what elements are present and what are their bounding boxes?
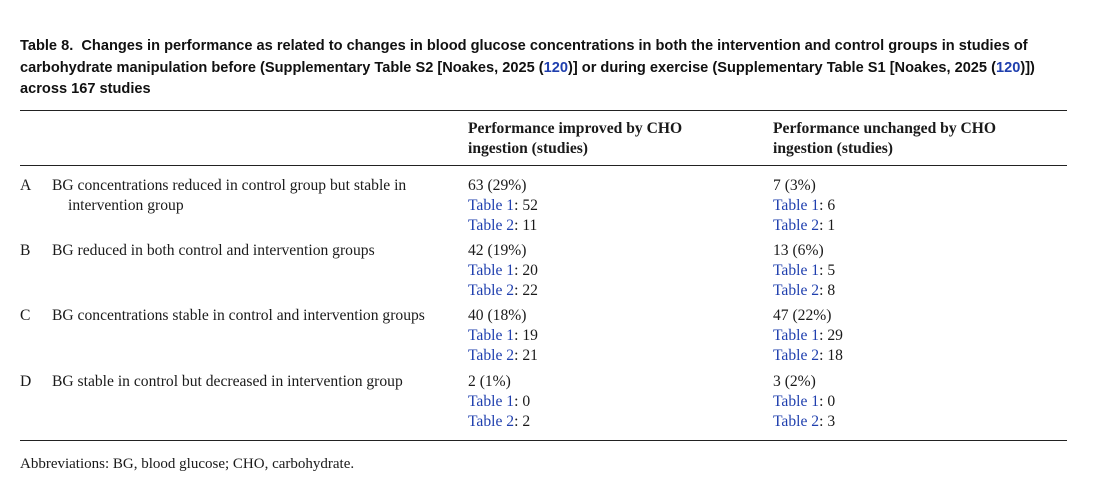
table-bottom-rule bbox=[20, 440, 1067, 441]
table-1-link[interactable]: Table 1 bbox=[773, 327, 820, 344]
row-label-a-line1: BG concentrations reduced in control gro… bbox=[52, 177, 407, 194]
table-top-rule bbox=[20, 110, 1067, 111]
cell-value: : 0 bbox=[819, 393, 836, 410]
cell-d-improved: 2 (1%) Table 1: 0 Table 2: 2 bbox=[468, 372, 530, 432]
table-1-link[interactable]: Table 1 bbox=[468, 262, 515, 279]
cell-b-improved: 42 (19%) Table 1: 20 Table 2: 22 bbox=[468, 241, 538, 301]
reference-link-120-second[interactable]: 120 bbox=[995, 59, 1021, 76]
caption-text-before: Changes in performance as related to cha… bbox=[20, 38, 1028, 76]
row-label-b-line1: BG reduced in both control and intervent… bbox=[52, 242, 375, 259]
row-label-a-line2: intervention group bbox=[68, 197, 184, 214]
header-performance-unchanged: Performance unchanged by CHO ingestion (… bbox=[773, 119, 996, 159]
cell-total: 42 (19%) bbox=[468, 242, 527, 259]
header-unchanged-line2: ingestion (studies) bbox=[773, 140, 893, 157]
header-unchanged-line1: Performance unchanged by CHO bbox=[773, 120, 997, 137]
cell-value: : 22 bbox=[514, 282, 538, 299]
table-caption: Table 8. Changes in performance as relat… bbox=[20, 36, 1080, 101]
table-footnote: Abbreviations: BG, blood glucose; CHO, c… bbox=[20, 456, 355, 472]
cell-total: 3 (2%) bbox=[773, 373, 816, 390]
row-letter-a: A bbox=[20, 177, 32, 194]
row-label-a: BG concentrations reduced in control gro… bbox=[52, 176, 447, 216]
cell-total: 7 (3%) bbox=[773, 177, 816, 194]
table-header-rule bbox=[20, 165, 1067, 166]
cell-value: : 5 bbox=[819, 262, 836, 279]
cell-value: : 3 bbox=[819, 413, 836, 430]
table-1-link[interactable]: Table 1 bbox=[773, 393, 820, 410]
cell-total: 13 (6%) bbox=[773, 242, 824, 259]
table-1-link[interactable]: Table 1 bbox=[773, 197, 820, 214]
cell-value: : 20 bbox=[514, 262, 538, 279]
table-1-link[interactable]: Table 1 bbox=[468, 393, 515, 410]
reference-link-120[interactable]: 120 bbox=[543, 59, 568, 76]
cell-value: : 18 bbox=[819, 347, 843, 364]
table-2-link[interactable]: Table 2 bbox=[773, 282, 820, 299]
cell-c-unchanged: 47 (22%) Table 1: 29 Table 2: 18 bbox=[773, 306, 843, 366]
table-2-link[interactable]: Table 2 bbox=[468, 282, 515, 299]
cell-value: : 2 bbox=[514, 413, 531, 430]
cell-value: : 19 bbox=[514, 327, 538, 344]
row-letter-d: D bbox=[20, 373, 32, 390]
header-improved-line2: ingestion (studies) bbox=[468, 140, 588, 157]
table-2-link[interactable]: Table 2 bbox=[773, 413, 820, 430]
cell-value: : 29 bbox=[819, 327, 843, 344]
cell-total: 2 (1%) bbox=[468, 373, 511, 390]
row-letter-c: C bbox=[20, 307, 31, 324]
table-2-link[interactable]: Table 2 bbox=[773, 347, 820, 364]
table-2-link[interactable]: Table 2 bbox=[468, 347, 515, 364]
caption-label: Table 8. bbox=[20, 38, 74, 54]
cell-value: : 11 bbox=[514, 217, 538, 234]
table-2-link[interactable]: Table 2 bbox=[468, 413, 515, 430]
cell-value: : 21 bbox=[514, 347, 538, 364]
cell-d-unchanged: 3 (2%) Table 1: 0 Table 2: 3 bbox=[773, 372, 835, 432]
row-label-c: BG concentrations stable in control and … bbox=[52, 306, 447, 326]
header-performance-improved: Performance improved by CHO ingestion (s… bbox=[468, 119, 682, 159]
table-2-link[interactable]: Table 2 bbox=[468, 217, 515, 234]
cell-c-improved: 40 (18%) Table 1: 19 Table 2: 21 bbox=[468, 306, 538, 366]
table-1-link[interactable]: Table 1 bbox=[468, 197, 515, 214]
caption-text-middle: )] or during exercise (Supplementary Tab… bbox=[568, 59, 996, 76]
cell-a-unchanged: 7 (3%) Table 1: 6 Table 2: 1 bbox=[773, 176, 835, 236]
table-1-link[interactable]: Table 1 bbox=[773, 262, 820, 279]
cell-value: : 8 bbox=[819, 282, 836, 299]
table-1-link[interactable]: Table 1 bbox=[468, 327, 515, 344]
row-label-d: BG stable in control but decreased in in… bbox=[52, 372, 447, 392]
cell-total: 47 (22%) bbox=[773, 307, 832, 324]
cell-total: 63 (29%) bbox=[468, 177, 527, 194]
cell-value: : 52 bbox=[514, 197, 538, 214]
cell-a-improved: 63 (29%) Table 1: 52 Table 2: 11 bbox=[468, 176, 538, 236]
row-label-b: BG reduced in both control and intervent… bbox=[52, 241, 447, 261]
header-improved-line1: Performance improved by CHO bbox=[468, 120, 683, 137]
cell-value: : 6 bbox=[819, 197, 836, 214]
row-letter-b: B bbox=[20, 242, 31, 259]
row-label-c-line1: BG concentrations stable in control and … bbox=[52, 307, 425, 324]
cell-b-unchanged: 13 (6%) Table 1: 5 Table 2: 8 bbox=[773, 241, 835, 301]
cell-value: : 0 bbox=[514, 393, 531, 410]
cell-total: 40 (18%) bbox=[468, 307, 527, 324]
row-label-d-line1: BG stable in control but decreased in in… bbox=[52, 373, 403, 390]
cell-value: : 1 bbox=[819, 217, 836, 234]
table-2-link[interactable]: Table 2 bbox=[773, 217, 820, 234]
caption-text-after: )]) across 167 studies bbox=[20, 59, 1035, 98]
